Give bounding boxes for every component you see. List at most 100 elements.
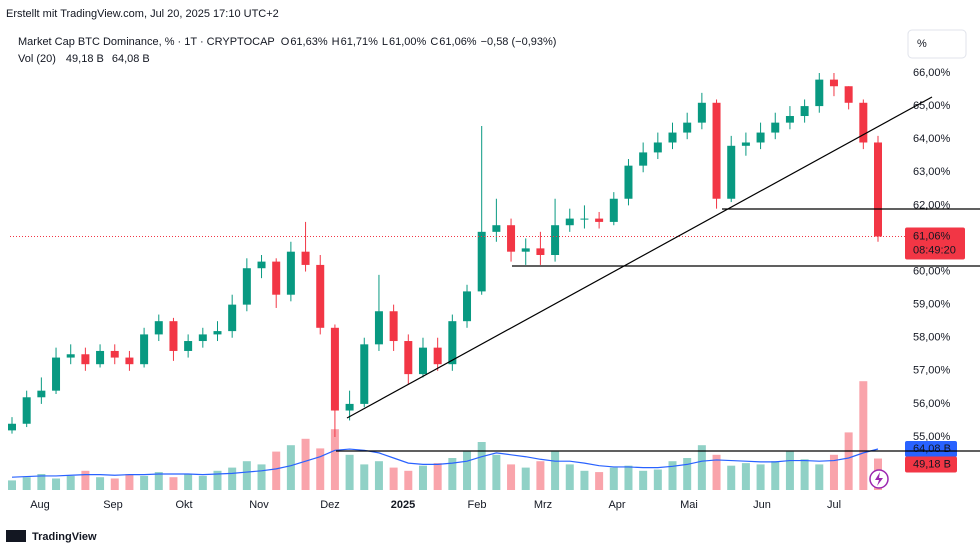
last-price-box [905,227,965,260]
ohlc-key: L [382,36,388,48]
volume-bar [712,454,721,490]
candle-body [110,350,119,358]
candle-body [874,142,882,237]
volume-bar [492,454,501,490]
y-tick-label: 58,00% [913,332,951,344]
credit: Erstellt mit TradingView.com, Jul 20, 20… [6,8,279,20]
candle-body [184,341,193,351]
candle-body [257,261,266,269]
candle-body [771,122,780,133]
volume-bar [316,448,325,490]
x-tick-label: Apr [608,499,625,511]
volume-bar [418,465,427,490]
volume-ma-line [11,448,879,478]
candle-body [727,145,736,199]
candle-body [213,331,222,335]
volume-bar [800,459,809,490]
volume-bar [169,477,178,490]
symbol: Market Cap BTC Dominance, % · 1T · CRYPT… [18,36,275,48]
candle-body [829,79,838,87]
volume-bar [536,461,545,490]
candle-body [374,311,383,345]
volume-bar [477,442,486,490]
candle-body [565,218,574,226]
volume-bar [228,467,237,490]
candle-body [8,423,16,431]
candle-body [37,390,46,398]
volume-bar [609,467,618,490]
volume-value: 49,18 B [66,53,104,65]
candle-body [551,225,560,255]
candle-body [125,357,134,365]
x-tick-label: Sep [103,499,123,511]
change: −0,58 (−0,93%) [481,36,557,48]
candle-body [639,152,648,166]
volume-bar [257,464,266,490]
volume-bar [463,451,472,490]
x-tick-label: Dez [320,499,340,511]
volume-bar [433,463,442,490]
candle-body [785,116,794,123]
volume-bar [639,470,648,490]
volume-title: Vol (20) [18,53,56,65]
plot-area: 55,00% 56,00% 57,00% 58,00% 59,00% 60,00% 61,0… [8,67,965,511]
volume-bar [521,467,530,490]
ohlc-key: H [332,36,340,48]
candle-body [81,354,90,365]
candle-body [330,327,339,411]
candle-body [316,264,325,328]
volume-bar [81,470,90,490]
volume-bar [154,472,163,490]
scale-button[interactable] [907,29,967,59]
candle-body [741,142,750,146]
volume-ma-box [905,440,957,457]
candle-body [448,321,457,365]
volume-box [905,456,957,473]
candle-body [169,321,178,351]
volume-bar [815,464,824,490]
volume-bar [771,461,780,490]
candle-body [844,86,853,103]
candle-body [242,268,251,305]
volume-bar [345,454,354,490]
last-price-label: 61,06% [913,230,951,242]
candle-body [521,248,530,252]
volume-bar [125,474,134,490]
candle-body [712,102,721,199]
volume-bar [96,477,105,490]
candle-body [815,79,824,107]
ohlc-value: 61,71% [341,36,379,48]
y-tick-label: 63,00% [913,166,951,178]
volume-ma-value: 64,08 B [112,53,150,65]
candle-body [609,198,618,222]
logo: TradingView [32,531,97,543]
volume-bar [829,454,838,490]
y-tick-label: 55,00% [913,431,951,443]
volume-bar [198,475,207,490]
candle-body [477,231,486,292]
candle-body [404,341,413,375]
volume-label: 49,18 B [913,458,951,470]
volume-bar [741,463,750,490]
y-tick-label: 57,00% [913,365,951,377]
volume-bar [8,480,16,490]
x-tick-label: Jun [753,499,771,511]
volume-bar [140,475,149,490]
candle-body [154,321,163,335]
y-tick-label: 59,00% [913,299,951,311]
y-tick-label: 66,00% [913,67,951,79]
y-tick-label: 64,00% [913,133,951,145]
candle-body [653,142,662,153]
volume-bar [507,464,516,490]
countdown: 08:49:20 [913,244,956,256]
candle-body [433,347,442,365]
candle-body [22,397,31,424]
candle-body [683,122,692,133]
candle-body [286,251,295,295]
x-tick-label: Feb [468,499,487,511]
volume-bar [785,451,794,490]
scale-button-label[interactable]: % [917,38,927,50]
x-tick-label: Jul [827,499,841,511]
logo-mark [6,530,26,542]
